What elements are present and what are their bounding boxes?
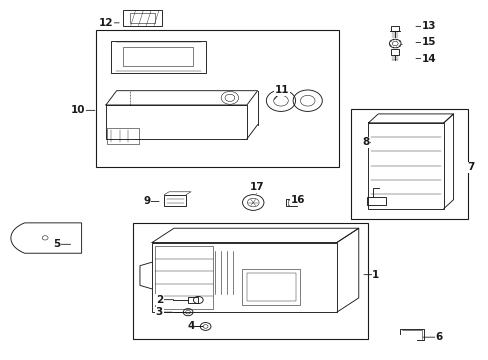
Text: 9: 9 — [143, 197, 150, 206]
Bar — [154, 246, 212, 309]
Text: 2: 2 — [156, 295, 163, 305]
Text: 1: 1 — [371, 270, 379, 280]
Bar — [366, 197, 385, 205]
Text: 13: 13 — [421, 21, 436, 31]
Text: 4: 4 — [187, 321, 194, 332]
Bar — [287, 201, 295, 204]
Bar — [122, 47, 193, 66]
Text: 17: 17 — [249, 182, 264, 192]
Bar — [351, 109, 467, 219]
Bar — [390, 26, 398, 31]
Text: 7: 7 — [466, 162, 473, 172]
Text: 8: 8 — [362, 138, 369, 148]
Bar — [285, 199, 297, 206]
Bar — [107, 128, 138, 144]
Text: 16: 16 — [290, 195, 305, 205]
Bar — [368, 123, 443, 208]
Text: 5: 5 — [54, 239, 61, 249]
Bar — [132, 223, 368, 339]
Bar — [242, 269, 300, 305]
Bar — [130, 13, 154, 23]
Text: 11: 11 — [274, 85, 288, 95]
Text: 14: 14 — [421, 54, 436, 64]
Bar — [106, 105, 246, 139]
Bar — [111, 41, 205, 73]
Bar — [164, 195, 186, 206]
Text: 10: 10 — [71, 105, 85, 115]
Bar — [187, 297, 198, 303]
Bar — [96, 30, 339, 167]
Text: 3: 3 — [156, 307, 163, 317]
Bar — [390, 49, 398, 55]
Bar — [122, 10, 162, 26]
Bar — [246, 273, 295, 301]
Text: 12: 12 — [99, 18, 113, 28]
Bar — [152, 243, 336, 312]
Text: 15: 15 — [421, 37, 436, 48]
Text: 6: 6 — [434, 332, 442, 342]
